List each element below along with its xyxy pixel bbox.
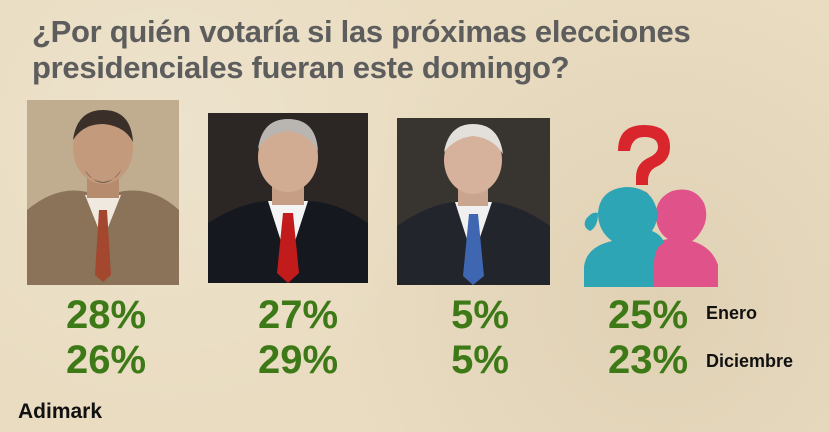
percent-c2-enero: 27%	[257, 293, 339, 337]
candidate-2-photo	[208, 113, 368, 283]
chart-title: ¿Por quién votaría si las próximas elecc…	[32, 14, 732, 86]
percent-c2-diciembre: 29%	[257, 338, 339, 382]
period-label-enero: Enero	[706, 303, 758, 323]
percent-c3-enero: 5%	[451, 293, 509, 337]
source-label: Adimark	[18, 400, 103, 423]
percent-c4-diciembre: 23%	[607, 338, 689, 382]
percent-c4-enero: 25%	[607, 293, 689, 337]
title-line-2: presidenciales fueran este domingo?	[32, 50, 570, 85]
percent-c1-enero: 28%	[65, 293, 147, 337]
candidate-1-photo	[27, 100, 179, 285]
undecided-question-icon	[572, 115, 722, 287]
title-line-1: ¿Por quién votaría si las próximas elecc…	[32, 14, 691, 49]
percent-c3-diciembre: 5%	[451, 338, 509, 382]
candidate-3-photo	[397, 118, 550, 285]
period-label-diciembre: Diciembre	[706, 351, 794, 371]
percent-c1-diciembre: 26%	[65, 338, 147, 382]
